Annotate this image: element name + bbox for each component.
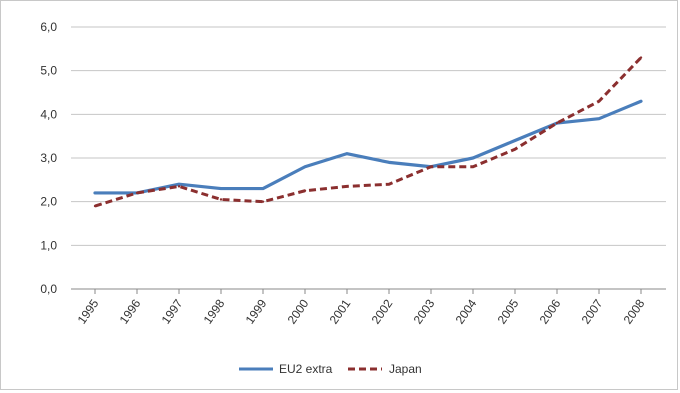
x-tick-label: 2004 [453,296,480,326]
legend-label: Japan [389,362,422,376]
series-lines [93,56,643,208]
series-line-japan [94,56,643,208]
x-tick-label: 2007 [579,296,606,326]
y-tick-label: 5,0 [40,64,57,78]
data-point [597,100,601,103]
x-tick-label: 1997 [159,296,186,326]
y-tick-label: 4,0 [40,107,57,121]
data-point [261,200,265,203]
data-point [93,191,97,195]
x-tick-label: 2003 [411,296,438,326]
legend-label: EU2 extra [279,362,333,376]
x-tick-label: 1998 [201,296,228,326]
y-tick-label: 6,0 [40,20,57,34]
data-point [93,204,97,208]
data-point [303,165,307,168]
data-point [471,165,475,168]
data-point [639,56,643,59]
data-point [345,185,349,188]
data-point [261,187,265,190]
series-line-eu2-extra [93,99,643,195]
x-axis-ticks: 1995 1996 1997 1998 1999 2000 2001 2002 2003 2004… [75,289,648,327]
data-point [345,152,349,155]
data-point [387,183,391,186]
y-tick-label: 3,0 [40,151,57,165]
x-tick-label: 2006 [537,296,564,326]
data-point [219,198,223,201]
x-tick-label: 2001 [327,296,354,326]
y-axis-ticks: 0,0 1,0 2,0 3,0 4,0 5,0 6,0 [40,20,57,296]
data-point [429,165,433,168]
data-point [135,191,139,195]
data-point [177,183,181,186]
y-tick-label: 1,0 [40,238,57,252]
x-tick-label: 2008 [621,296,648,326]
data-point [303,189,307,192]
x-tick-label: 1996 [117,296,144,326]
gridlines [71,26,666,290]
data-point [513,139,517,142]
data-point [555,121,559,125]
data-point [639,100,643,103]
data-point [513,148,517,151]
x-tick-label: 2000 [285,296,312,326]
data-point [471,156,475,160]
x-tick-label: 2005 [495,296,522,326]
x-tick-label: 1995 [75,296,102,326]
data-point [387,161,391,164]
data-point [177,185,181,188]
x-tick-label: 1999 [243,296,270,326]
data-point [597,117,601,120]
data-point [219,187,223,190]
y-tick-label: 2,0 [40,195,57,209]
x-tick-label: 2002 [369,296,396,326]
legend: EU2 extra Japan [239,362,422,376]
y-tick-label: 0,0 [40,282,57,296]
